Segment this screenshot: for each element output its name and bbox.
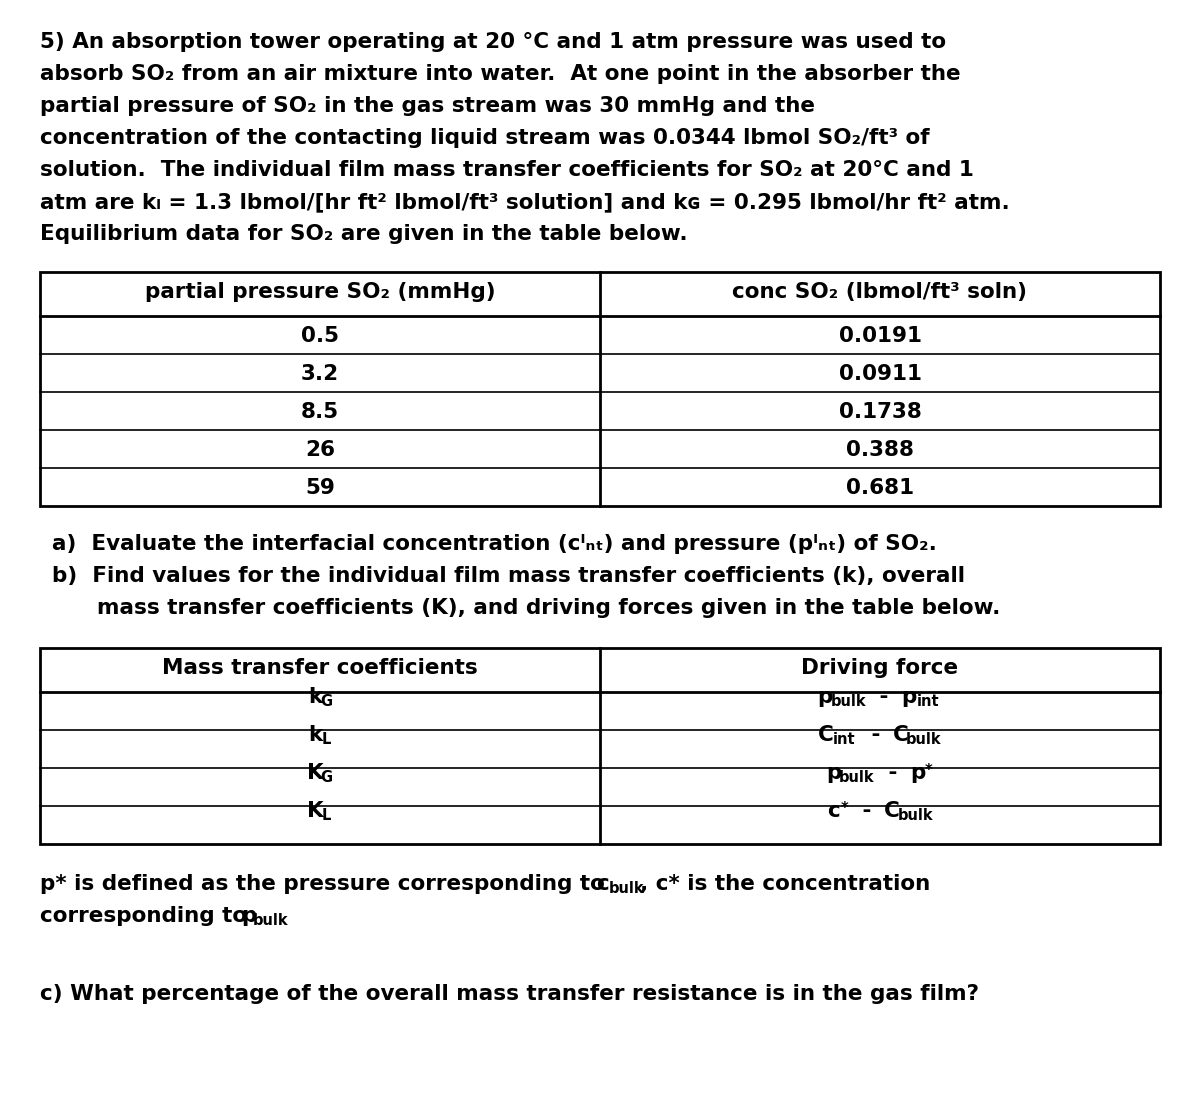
Text: mass transfer coefficients (K), and driving forces given in the table below.: mass transfer coefficients (K), and driv… <box>52 598 1001 618</box>
Text: -: - <box>872 687 896 707</box>
Text: -: - <box>881 763 905 783</box>
Text: *: * <box>924 763 932 779</box>
Text: corresponding to: corresponding to <box>40 906 254 926</box>
Text: p: p <box>901 687 917 707</box>
Text: c: c <box>596 874 610 894</box>
Text: atm are kₗ = 1.3 lbmol/[hr ft² lbmol/ft³ solution] and kɢ = 0.295 lbmol/hr ft² a: atm are kₗ = 1.3 lbmol/[hr ft² lbmol/ft³… <box>40 192 1009 212</box>
Text: C: C <box>884 801 900 821</box>
Text: 59: 59 <box>305 478 335 497</box>
Text: p: p <box>910 763 925 783</box>
Text: absorb SO₂ from an air mixture into water.  At one point in the absorber the: absorb SO₂ from an air mixture into wate… <box>40 64 961 84</box>
Text: 0.5: 0.5 <box>301 326 340 346</box>
Text: k: k <box>308 725 323 745</box>
Text: -: - <box>864 725 888 745</box>
Text: Equilibrium data for SO₂ are given in the table below.: Equilibrium data for SO₂ are given in th… <box>40 224 688 244</box>
Text: 5) An absorption tower operating at 20 °C and 1 atm pressure was used to: 5) An absorption tower operating at 20 °… <box>40 32 946 52</box>
Text: p: p <box>241 906 257 926</box>
Text: bulk: bulk <box>906 731 942 747</box>
Text: 0.0191: 0.0191 <box>839 326 922 346</box>
Text: Driving force: Driving force <box>802 658 959 678</box>
Text: Mass transfer coefficients: Mass transfer coefficients <box>162 658 478 678</box>
Bar <box>40 271 1160 506</box>
Text: b)  Find values for the individual film mass transfer coefficients (k), overall: b) Find values for the individual film m… <box>52 566 965 586</box>
Text: -: - <box>856 801 880 821</box>
Text: bulk: bulk <box>830 694 866 708</box>
Text: solution.  The individual film mass transfer coefficients for SO₂ at 20°C and 1: solution. The individual film mass trans… <box>40 160 974 179</box>
Text: int: int <box>917 694 940 708</box>
Text: conc SO₂ (lbmol/ft³ soln): conc SO₂ (lbmol/ft³ soln) <box>732 283 1027 302</box>
Text: 0.0911: 0.0911 <box>839 365 922 384</box>
Text: 0.681: 0.681 <box>846 478 914 497</box>
Text: concentration of the contacting liquid stream was 0.0344 lbmol SO₂/ft³ of: concentration of the contacting liquid s… <box>40 129 930 148</box>
Text: K: K <box>307 763 324 783</box>
Text: int: int <box>833 731 856 747</box>
Text: 0.388: 0.388 <box>846 440 914 460</box>
Text: L: L <box>322 808 331 822</box>
Text: bulk: bulk <box>253 913 289 927</box>
Text: 26: 26 <box>305 440 335 460</box>
Text: C: C <box>817 725 833 745</box>
Text: 0.1738: 0.1738 <box>839 402 922 422</box>
Text: bulk: bulk <box>839 770 875 784</box>
Text: 3.2: 3.2 <box>301 365 340 384</box>
Text: L: L <box>322 731 331 747</box>
Text: partial pressure of SO₂ in the gas stream was 30 mmHg and the: partial pressure of SO₂ in the gas strea… <box>40 96 815 116</box>
Text: partial pressure SO₂ (mmHg): partial pressure SO₂ (mmHg) <box>145 283 496 302</box>
Bar <box>40 648 1160 844</box>
Text: p* is defined as the pressure corresponding to: p* is defined as the pressure correspond… <box>40 874 612 894</box>
Text: 8.5: 8.5 <box>301 402 340 422</box>
Text: K: K <box>307 801 324 821</box>
Text: bulk: bulk <box>608 881 644 895</box>
Text: c: c <box>828 801 840 821</box>
Text: a)  Evaluate the interfacial concentration (cᴵₙₜ) and pressure (pᴵₙₜ) of SO₂.: a) Evaluate the interfacial concentratio… <box>52 534 937 554</box>
Text: c) What percentage of the overall mass transfer resistance is in the gas film?: c) What percentage of the overall mass t… <box>40 984 979 1004</box>
Text: p: p <box>817 687 833 707</box>
Text: , c* is the concentration: , c* is the concentration <box>641 874 931 894</box>
Text: bulk: bulk <box>898 808 934 822</box>
Text: G: G <box>320 694 332 708</box>
Text: C: C <box>893 725 908 745</box>
Text: p: p <box>826 763 841 783</box>
Text: G: G <box>320 770 332 784</box>
Text: *: * <box>840 801 848 817</box>
Text: k: k <box>308 687 323 707</box>
